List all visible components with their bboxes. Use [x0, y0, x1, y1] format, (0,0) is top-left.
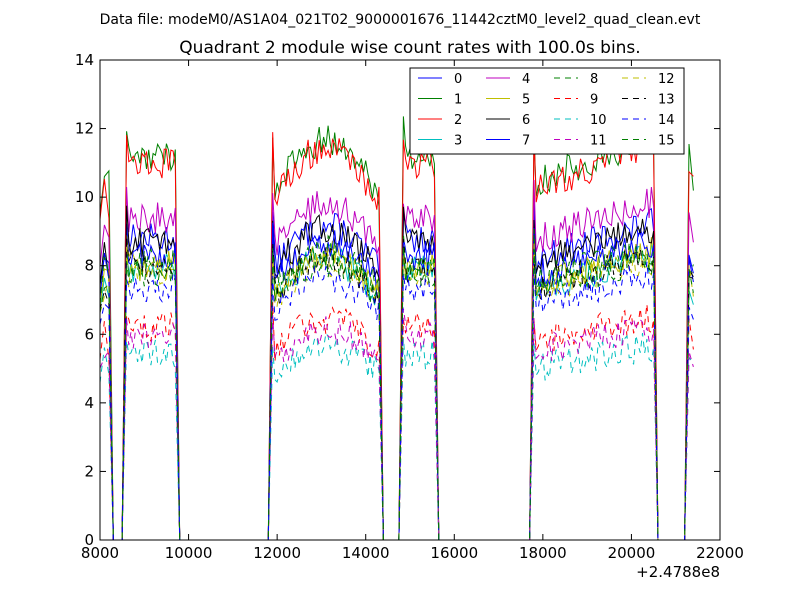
plot-frame [99, 59, 721, 541]
series-line-7 [99, 222, 694, 541]
axis-layer: 8000 10000 12000 14000 16000 18000 20000 22000 0… [75, 51, 744, 562]
series-layer [99, 116, 694, 541]
y-tick-label: 10 [75, 188, 94, 206]
y-tick-label: 8 [84, 257, 94, 275]
legend-label-13: 13 [658, 93, 675, 108]
figure-suptitle: Data file: modeM0/AS1A04_021T02_90000016… [100, 12, 701, 28]
series-line-8 [99, 228, 694, 541]
x-tick-label: 20000 [608, 544, 656, 562]
x-offset-label: +2.4788e8 [636, 563, 720, 581]
legend-label-2: 2 [454, 113, 462, 128]
series-line-9 [99, 302, 694, 541]
legend-label-10: 10 [590, 113, 607, 128]
legend-label-8: 8 [590, 72, 598, 87]
series-line-12 [99, 241, 694, 541]
legend-label-11: 11 [590, 134, 607, 149]
y-tick-label: 14 [75, 51, 94, 69]
x-tick-label: 22000 [696, 544, 744, 562]
legend-label-5: 5 [522, 93, 530, 108]
x-tick-label: 14000 [342, 544, 390, 562]
x-tick-label: 10000 [165, 544, 213, 562]
series-line-14 [99, 261, 694, 541]
x-tick-label: 8000 [81, 544, 119, 562]
y-tick-label: 6 [84, 325, 94, 343]
series-line-2 [99, 129, 694, 541]
series-line-3 [99, 234, 694, 541]
series-line-4 [99, 179, 694, 541]
x-tick-label: 12000 [253, 544, 301, 562]
series-line-13 [99, 237, 694, 541]
legend-label-9: 9 [590, 93, 598, 108]
legend-label-7: 7 [522, 134, 530, 149]
legend-label-1: 1 [454, 93, 462, 108]
legend-label-12: 12 [658, 72, 675, 87]
series-line-6 [99, 205, 694, 541]
y-tick-label: 12 [75, 120, 94, 138]
legend-label-0: 0 [454, 72, 462, 87]
series-line-15 [99, 247, 694, 541]
legend-label-3: 3 [454, 134, 462, 149]
y-tick-label: 2 [84, 462, 94, 480]
series-line-11 [99, 308, 694, 541]
legend-label-4: 4 [522, 72, 530, 87]
legend-label-15: 15 [658, 134, 675, 149]
x-tick-label: 18000 [519, 544, 567, 562]
legend-box [409, 67, 685, 155]
y-tick-label: 4 [84, 394, 94, 412]
series-line-5 [99, 232, 694, 541]
legend-label-14: 14 [658, 113, 675, 128]
series-line-10 [99, 331, 694, 541]
x-tick-label: 16000 [430, 544, 478, 562]
chart-title: Quadrant 2 module wise count rates with … [179, 38, 640, 58]
y-tick-label: 0 [84, 531, 94, 549]
legend-label-6: 6 [522, 113, 530, 128]
series-line-0 [99, 201, 694, 541]
